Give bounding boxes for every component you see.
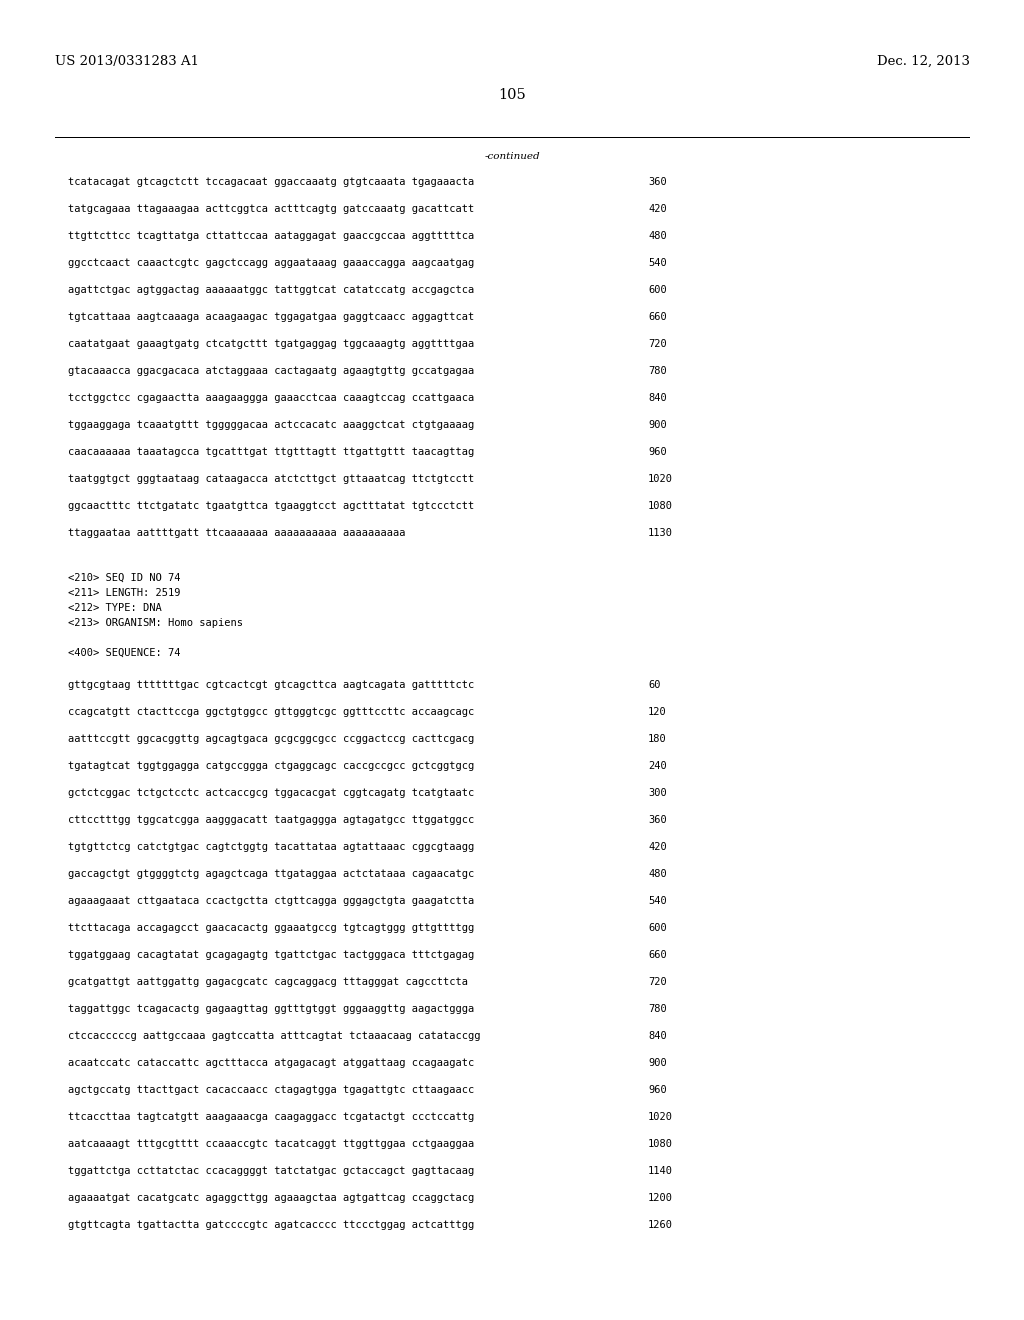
Text: gtgttcagta tgattactta gatccccgtc agatcacccc ttccctggag actcatttgg: gtgttcagta tgattactta gatccccgtc agatcac…	[68, 1220, 474, 1230]
Text: cttcctttgg tggcatcgga aagggacatt taatgaggga agtagatgcc ttggatggcc: cttcctttgg tggcatcgga aagggacatt taatgag…	[68, 814, 474, 825]
Text: 660: 660	[648, 950, 667, 960]
Text: 720: 720	[648, 977, 667, 987]
Text: tggattctga ccttatctac ccacaggggt tatctatgac gctaccagct gagttacaag: tggattctga ccttatctac ccacaggggt tatctat…	[68, 1166, 474, 1176]
Text: 1080: 1080	[648, 1139, 673, 1148]
Text: tggatggaag cacagtatat gcagagagtg tgattctgac tactgggaca tttctgagag: tggatggaag cacagtatat gcagagagtg tgattct…	[68, 950, 474, 960]
Text: 780: 780	[648, 1005, 667, 1014]
Text: gaccagctgt gtggggtctg agagctcaga ttgataggaa actctataaa cagaacatgc: gaccagctgt gtggggtctg agagctcaga ttgatag…	[68, 869, 474, 879]
Text: 300: 300	[648, 788, 667, 799]
Text: <211> LENGTH: 2519: <211> LENGTH: 2519	[68, 587, 180, 598]
Text: aatcaaaagt tttgcgtttt ccaaaccgtc tacatcaggt ttggttggaa cctgaaggaa: aatcaaaagt tttgcgtttt ccaaaccgtc tacatca…	[68, 1139, 474, 1148]
Text: <213> ORGANISM: Homo sapiens: <213> ORGANISM: Homo sapiens	[68, 618, 243, 628]
Text: 1260: 1260	[648, 1220, 673, 1230]
Text: taatggtgct gggtaataag cataagacca atctcttgct gttaaatcag ttctgtcctt: taatggtgct gggtaataag cataagacca atctctt…	[68, 474, 474, 484]
Text: tgtgttctcg catctgtgac cagtctggtg tacattataa agtattaaac cggcgtaagg: tgtgttctcg catctgtgac cagtctggtg tacatta…	[68, 842, 474, 851]
Text: acaatccatc cataccattc agctttacca atgagacagt atggattaag ccagaagatc: acaatccatc cataccattc agctttacca atgagac…	[68, 1059, 474, 1068]
Text: 420: 420	[648, 842, 667, 851]
Text: agctgccatg ttacttgact cacaccaacc ctagagtgga tgagattgtc cttaagaacc: agctgccatg ttacttgact cacaccaacc ctagagt…	[68, 1085, 474, 1096]
Text: ttcttacaga accagagcct gaacacactg ggaaatgccg tgtcagtggg gttgttttgg: ttcttacaga accagagcct gaacacactg ggaaatg…	[68, 923, 474, 933]
Text: US 2013/0331283 A1: US 2013/0331283 A1	[55, 55, 199, 69]
Text: -continued: -continued	[484, 152, 540, 161]
Text: 480: 480	[648, 869, 667, 879]
Text: 420: 420	[648, 205, 667, 214]
Text: 105: 105	[498, 88, 526, 102]
Text: ttcaccttaa tagtcatgtt aaagaaacga caagaggacc tcgatactgt ccctccattg: ttcaccttaa tagtcatgtt aaagaaacga caagagg…	[68, 1111, 474, 1122]
Text: 600: 600	[648, 923, 667, 933]
Text: agaaagaaat cttgaataca ccactgctta ctgttcagga gggagctgta gaagatctta: agaaagaaat cttgaataca ccactgctta ctgttca…	[68, 896, 474, 906]
Text: gttgcgtaag tttttttgac cgtcactcgt gtcagcttca aagtcagata gatttttctc: gttgcgtaag tttttttgac cgtcactcgt gtcagct…	[68, 680, 474, 690]
Text: 900: 900	[648, 1059, 667, 1068]
Text: ttgttcttcc tcagttatga cttattccaa aataggagat gaaccgccaa aggtttttca: ttgttcttcc tcagttatga cttattccaa aatagga…	[68, 231, 474, 242]
Text: 900: 900	[648, 420, 667, 430]
Text: tatgcagaaa ttagaaagaa acttcggtca actttcagtg gatccaaatg gacattcatt: tatgcagaaa ttagaaagaa acttcggtca actttca…	[68, 205, 474, 214]
Text: aatttccgtt ggcacggttg agcagtgaca gcgcggcgcc ccggactccg cacttcgacg: aatttccgtt ggcacggttg agcagtgaca gcgcggc…	[68, 734, 474, 744]
Text: 960: 960	[648, 447, 667, 457]
Text: 840: 840	[648, 393, 667, 403]
Text: 540: 540	[648, 896, 667, 906]
Text: tggaaggaga tcaaatgttt tgggggacaa actccacatc aaaggctcat ctgtgaaaag: tggaaggaga tcaaatgttt tgggggacaa actccac…	[68, 420, 474, 430]
Text: 780: 780	[648, 366, 667, 376]
Text: ggcctcaact caaactcgtc gagctccagg aggaataaag gaaaccagga aagcaatgag: ggcctcaact caaactcgtc gagctccagg aggaata…	[68, 257, 474, 268]
Text: 960: 960	[648, 1085, 667, 1096]
Text: 660: 660	[648, 312, 667, 322]
Text: gctctcggac tctgctcctc actcaccgcg tggacacgat cggtcagatg tcatgtaatc: gctctcggac tctgctcctc actcaccgcg tggacac…	[68, 788, 474, 799]
Text: 600: 600	[648, 285, 667, 294]
Text: ggcaactttc ttctgatatc tgaatgttca tgaaggtcct agctttatat tgtccctctt: ggcaactttc ttctgatatc tgaatgttca tgaaggt…	[68, 502, 474, 511]
Text: 1200: 1200	[648, 1193, 673, 1203]
Text: 480: 480	[648, 231, 667, 242]
Text: 1020: 1020	[648, 474, 673, 484]
Text: agattctgac agtggactag aaaaaatggc tattggtcat catatccatg accgagctca: agattctgac agtggactag aaaaaatggc tattggt…	[68, 285, 474, 294]
Text: caatatgaat gaaagtgatg ctcatgcttt tgatgaggag tggcaaagtg aggttttgaa: caatatgaat gaaagtgatg ctcatgcttt tgatgag…	[68, 339, 474, 348]
Text: tgtcattaaa aagtcaaaga acaagaagac tggagatgaa gaggtcaacc aggagttcat: tgtcattaaa aagtcaaaga acaagaagac tggagat…	[68, 312, 474, 322]
Text: 60: 60	[648, 680, 660, 690]
Text: ttaggaataa aattttgatt ttcaaaaaaa aaaaaaaaaa aaaaaaaaaa: ttaggaataa aattttgatt ttcaaaaaaa aaaaaaa…	[68, 528, 406, 539]
Text: 1080: 1080	[648, 502, 673, 511]
Text: Dec. 12, 2013: Dec. 12, 2013	[877, 55, 970, 69]
Text: tcatacagat gtcagctctt tccagacaat ggaccaaatg gtgtcaaata tgagaaacta: tcatacagat gtcagctctt tccagacaat ggaccaa…	[68, 177, 474, 187]
Text: ctccacccccg aattgccaaa gagtccatta atttcagtat tctaaacaag catataccgg: ctccacccccg aattgccaaa gagtccatta atttca…	[68, 1031, 480, 1041]
Text: agaaaatgat cacatgcatc agaggcttgg agaaagctaa agtgattcag ccaggctacg: agaaaatgat cacatgcatc agaggcttgg agaaagc…	[68, 1193, 474, 1203]
Text: <212> TYPE: DNA: <212> TYPE: DNA	[68, 603, 162, 612]
Text: taggattggc tcagacactg gagaagttag ggtttgtggt gggaaggttg aagactggga: taggattggc tcagacactg gagaagttag ggtttgt…	[68, 1005, 474, 1014]
Text: 180: 180	[648, 734, 667, 744]
Text: gcatgattgt aattggattg gagacgcatc cagcaggacg tttagggat cagccttcta: gcatgattgt aattggattg gagacgcatc cagcagg…	[68, 977, 468, 987]
Text: 360: 360	[648, 814, 667, 825]
Text: <210> SEQ ID NO 74: <210> SEQ ID NO 74	[68, 573, 180, 583]
Text: <400> SEQUENCE: 74: <400> SEQUENCE: 74	[68, 648, 180, 657]
Text: tcctggctcc cgagaactta aaagaaggga gaaacctcaa caaagtccag ccattgaaca: tcctggctcc cgagaactta aaagaaggga gaaacct…	[68, 393, 474, 403]
Text: 1130: 1130	[648, 528, 673, 539]
Text: 1020: 1020	[648, 1111, 673, 1122]
Text: tgatagtcat tggtggagga catgccggga ctgaggcagc caccgccgcc gctcggtgcg: tgatagtcat tggtggagga catgccggga ctgaggc…	[68, 762, 474, 771]
Text: 1140: 1140	[648, 1166, 673, 1176]
Text: 720: 720	[648, 339, 667, 348]
Text: 360: 360	[648, 177, 667, 187]
Text: 120: 120	[648, 708, 667, 717]
Text: 840: 840	[648, 1031, 667, 1041]
Text: caacaaaaaa taaatagcca tgcatttgat ttgtttagtt ttgattgttt taacagttag: caacaaaaaa taaatagcca tgcatttgat ttgttta…	[68, 447, 474, 457]
Text: 240: 240	[648, 762, 667, 771]
Text: 540: 540	[648, 257, 667, 268]
Text: ccagcatgtt ctacttccga ggctgtggcc gttgggtcgc ggtttccttc accaagcagc: ccagcatgtt ctacttccga ggctgtggcc gttgggt…	[68, 708, 474, 717]
Text: gtacaaacca ggacgacaca atctaggaaa cactagaatg agaagtgttg gccatgagaa: gtacaaacca ggacgacaca atctaggaaa cactaga…	[68, 366, 474, 376]
